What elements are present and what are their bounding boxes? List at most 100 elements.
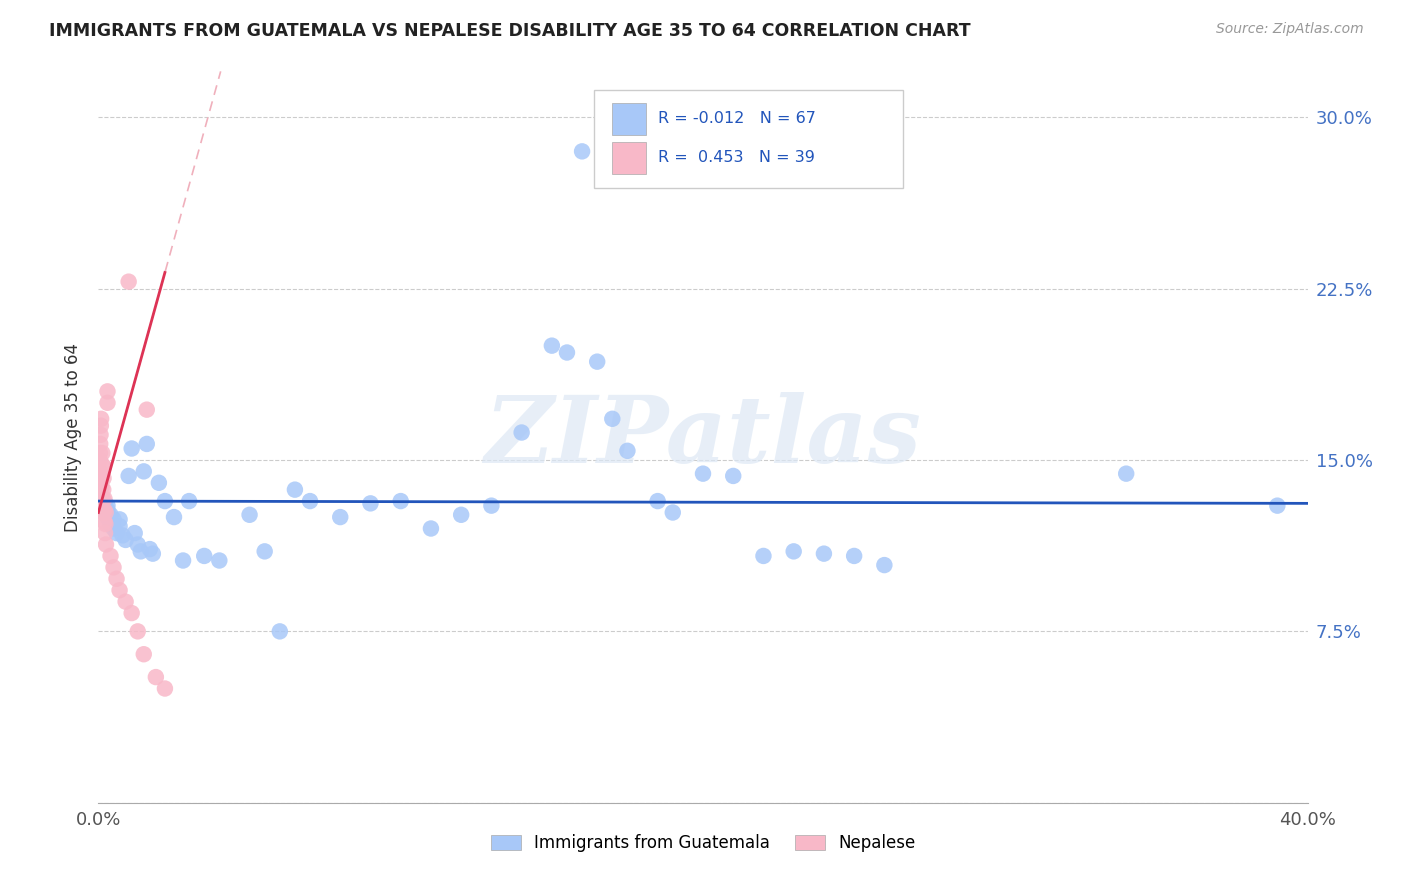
Point [389,494,412,508]
Point [111,528,134,542]
Point [1267,499,1289,513]
Point [118,469,141,483]
Point [96,510,118,524]
Point [153,494,176,508]
Point [91,446,114,460]
Point [360,496,382,510]
Point [108,583,131,598]
Point [153,681,176,696]
Point [96,499,118,513]
Point [139,542,162,557]
Point [91,458,114,472]
Point [90,469,112,483]
Point [253,544,276,558]
Text: ZIPatlas: ZIPatlas [485,392,921,482]
Point [510,425,533,440]
Point [89,464,111,478]
Point [93,459,115,474]
Point [114,533,136,547]
Point [208,553,231,567]
Point [90,491,112,506]
Point [118,275,141,289]
Text: Source: ZipAtlas.com: Source: ZipAtlas.com [1216,22,1364,37]
Point [105,526,128,541]
Point [100,516,122,531]
Point [89,453,111,467]
FancyBboxPatch shape [613,103,647,135]
Point [132,464,155,478]
Point [93,496,115,510]
Point [93,503,115,517]
Point [94,506,117,520]
Point [148,475,170,490]
Point [692,467,714,481]
Point [844,549,866,563]
Y-axis label: Disability Age 35 to 64: Disability Age 35 to 64 [65,343,83,532]
Point [103,560,125,574]
Point [96,503,118,517]
Point [91,500,114,515]
Point [94,516,117,531]
Legend: Immigrants from Guatemala, Nepalese: Immigrants from Guatemala, Nepalese [482,826,924,860]
Point [420,521,443,535]
Point [89,446,111,460]
Point [100,508,122,522]
Point [114,595,136,609]
Point [94,537,117,551]
Point [142,547,165,561]
Text: R = -0.012   N = 67: R = -0.012 N = 67 [658,112,815,127]
Point [1115,467,1137,481]
Point [90,494,112,508]
Point [873,558,896,573]
Point [329,510,352,524]
Point [239,508,262,522]
Point [93,471,115,485]
Point [269,624,291,639]
Point [145,670,167,684]
Point [616,443,638,458]
Point [135,402,157,417]
Point [94,526,117,541]
Point [127,624,149,639]
Point [90,503,112,517]
Point [783,544,806,558]
Point [93,499,115,513]
Text: IMMIGRANTS FROM GUATEMALA VS NEPALESE DISABILITY AGE 35 TO 64 CORRELATION CHART: IMMIGRANTS FROM GUATEMALA VS NEPALESE DI… [49,22,970,40]
Point [103,512,125,526]
Point [89,499,111,513]
Point [121,606,143,620]
Point [124,526,146,541]
Point [813,547,835,561]
Point [91,491,114,506]
Point [103,521,125,535]
Point [90,418,112,433]
Point [89,437,111,451]
Point [172,553,194,567]
Point [586,354,609,368]
Point [571,145,593,159]
Point [179,494,201,508]
Point [93,503,115,517]
Point [299,494,322,508]
Point [93,491,115,506]
Point [93,515,115,529]
Point [602,412,624,426]
Point [90,412,112,426]
Point [105,572,128,586]
Point [87,480,110,494]
Point [193,549,215,563]
Point [135,437,157,451]
Point [163,510,186,524]
Point [90,499,112,513]
Point [91,483,114,497]
FancyBboxPatch shape [613,142,647,174]
Point [108,519,131,533]
Text: R =  0.453   N = 39: R = 0.453 N = 39 [658,150,815,165]
Point [127,537,149,551]
Point [93,506,115,520]
FancyBboxPatch shape [595,90,903,188]
Point [132,647,155,661]
Point [108,512,131,526]
Point [284,483,307,497]
Point [450,508,472,522]
